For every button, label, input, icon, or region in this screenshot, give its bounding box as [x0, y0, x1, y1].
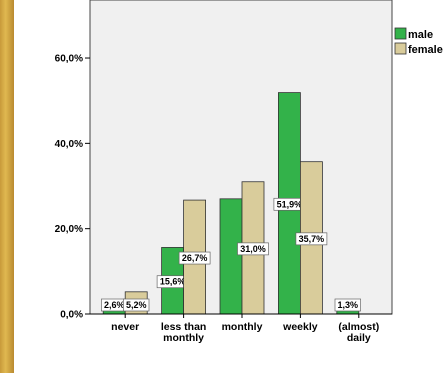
data-label-box	[295, 232, 328, 246]
y-tick-label: 0,0%	[60, 310, 83, 321]
data-label-box	[237, 242, 269, 256]
data-label: 26,7%	[182, 253, 208, 263]
y-tick-label: 60,0%	[55, 54, 83, 65]
chart-frame: 0,0% 20,0% 40,0% 60,0% 2,6% 5,2% 15,6% 26,7% 31…	[14, 0, 446, 373]
bar-chart: 0,0% 20,0% 40,0% 60,0% 2,6% 5,2% 15,6% 26,7% 31…	[55, 0, 443, 344]
data-label-box	[178, 251, 211, 265]
legend-label-female: female	[408, 44, 443, 56]
x-category-label: less than	[161, 321, 207, 333]
data-label-box	[334, 298, 361, 312]
x-category-label: monthly	[163, 332, 204, 344]
x-category-label: daily	[347, 332, 371, 344]
data-label: 51,9%	[277, 199, 303, 209]
y-tick-label: 20,0%	[55, 224, 83, 235]
data-label: 35,7%	[299, 234, 325, 244]
data-label: 1,3%	[338, 300, 359, 310]
data-label: 15,6%	[160, 277, 186, 287]
legend-label-male: male	[408, 29, 433, 41]
data-label: 5,2%	[126, 300, 147, 310]
legend-swatch-female	[394, 42, 407, 55]
x-category-label: monthly	[222, 321, 263, 333]
x-category-label: weekly	[282, 321, 318, 333]
data-label: 2,6%	[104, 300, 125, 310]
legend-swatch-male	[394, 27, 407, 40]
left-decorative-strip	[0, 0, 14, 373]
bar-male	[219, 198, 243, 315]
data-label-box	[123, 298, 150, 312]
y-tick-label: 40,0%	[55, 139, 83, 150]
x-category-label: (almost)	[338, 321, 379, 333]
data-label: 31,0%	[240, 244, 266, 254]
x-category-label: never	[111, 321, 139, 333]
